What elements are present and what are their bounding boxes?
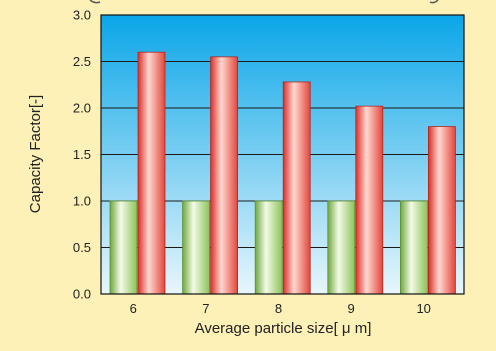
bar-series-1-9 <box>327 200 356 295</box>
plot-frame <box>100 14 465 295</box>
x-tick-label: 8 <box>275 301 282 316</box>
x-tick-label: 6 <box>130 301 137 316</box>
x-tick-label: 10 <box>416 301 430 316</box>
bar-series-1-7 <box>182 200 211 295</box>
x-axis-title: Average particle size[ μ m] <box>195 320 372 337</box>
y-tick-label: 2.5 <box>73 54 91 69</box>
y-tick-label: 1.5 <box>73 147 91 162</box>
bar-series-2-10 <box>427 126 456 295</box>
bar-series <box>109 51 456 295</box>
bar-series-2-9 <box>355 105 384 295</box>
bar-series-2-6 <box>137 51 166 295</box>
y-tick-label: 0.0 <box>73 287 91 302</box>
bar-series-2-7 <box>210 56 239 295</box>
x-tick-label: 7 <box>202 301 209 316</box>
y-axis-ticks: 0.0 0.5 1.0 1.5 2.0 2.5 3.0 <box>73 8 91 302</box>
bar-series-1-10 <box>399 200 428 295</box>
bar-series-1-8 <box>254 200 283 295</box>
y-tick-label: 3.0 <box>73 8 91 23</box>
y-tick-label: 1.0 <box>73 194 91 209</box>
clipped-title-fragment <box>89 0 439 4</box>
x-axis-ticks: 6 7 8 9 10 <box>130 301 431 316</box>
bar-series-2-8 <box>282 81 311 295</box>
bar-series-1-6 <box>109 200 138 295</box>
x-tick-label: 9 <box>347 301 354 316</box>
y-tick-label: 2.0 <box>73 101 91 116</box>
y-axis-title: Capacity Factor[-] <box>27 95 44 213</box>
y-tick-label: 0.5 <box>73 240 91 255</box>
